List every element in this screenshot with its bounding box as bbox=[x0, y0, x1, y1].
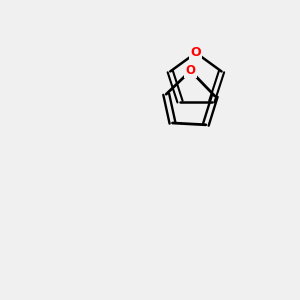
Text: O: O bbox=[190, 46, 201, 59]
Text: O: O bbox=[185, 64, 196, 77]
